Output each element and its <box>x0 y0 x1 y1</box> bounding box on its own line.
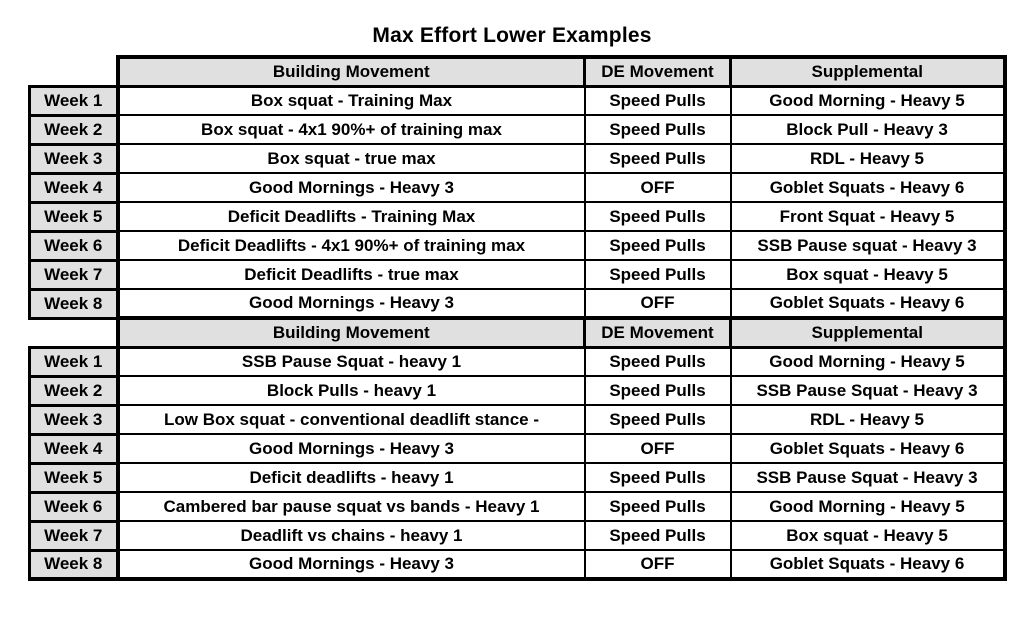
building-movement-cell: Deficit deadlifts - heavy 1 <box>115 462 586 493</box>
de-movement-cell: Speed Pulls <box>583 404 732 435</box>
max-effort-lower-table: Building Movement DE Movement Supplement… <box>28 55 1007 581</box>
week-label-cell: Week 8 <box>28 548 119 581</box>
de-movement-cell: Speed Pulls <box>583 85 732 116</box>
table-row: Week 5 Deficit Deadlifts - Training Max … <box>28 200 1007 233</box>
week-label-cell: Week 4 <box>28 432 119 465</box>
de-movement-cell: Speed Pulls <box>583 462 732 493</box>
de-movement-cell: Speed Pulls <box>583 375 732 406</box>
table-row: Week 2 Box squat - 4x1 90%+ of training … <box>28 113 1007 146</box>
week-label-cell: Week 2 <box>28 374 119 407</box>
table-row: Week 2 Block Pulls - heavy 1 Speed Pulls… <box>28 374 1007 407</box>
week-label-cell: Week 2 <box>28 113 119 146</box>
supplemental-cell: SSB Pause squat - Heavy 3 <box>729 230 1007 261</box>
de-movement-cell: Speed Pulls <box>583 346 732 377</box>
supplemental-cell: Goblet Squats - Heavy 6 <box>729 433 1007 464</box>
table-row: Week 7 Deficit Deadlifts - true max Spee… <box>28 258 1007 291</box>
header-row: Building Movement DE Movement Supplement… <box>30 316 1007 349</box>
supplemental-cell: RDL - Heavy 5 <box>729 404 1007 435</box>
building-movement-cell: Deadlift vs chains - heavy 1 <box>115 520 586 551</box>
table-row: Week 6 Cambered bar pause squat vs bands… <box>28 490 1007 523</box>
supplemental-cell: Goblet Squats - Heavy 6 <box>729 172 1007 203</box>
building-movement-cell: Low Box squat - conventional deadlift st… <box>115 404 586 435</box>
column-header-building-movement: Building Movement <box>115 55 586 88</box>
building-movement-cell: Good Mornings - Heavy 3 <box>115 172 586 203</box>
supplemental-cell: Good Morning - Heavy 5 <box>729 491 1007 522</box>
week-label-cell: Week 5 <box>28 461 119 494</box>
table-body: Building Movement DE Movement Supplement… <box>28 55 1007 581</box>
column-header-de-movement: DE Movement <box>583 316 732 349</box>
week-label-cell: Week 4 <box>28 171 119 204</box>
table-row: Week 8 Good Mornings - Heavy 3 OFF Goble… <box>28 287 1007 320</box>
supplemental-cell: Front Squat - Heavy 5 <box>729 201 1007 232</box>
de-movement-cell: OFF <box>583 288 732 319</box>
column-header-de-movement: DE Movement <box>583 55 732 88</box>
column-header-building-movement: Building Movement <box>115 316 586 349</box>
building-movement-cell: Box squat - true max <box>115 143 586 174</box>
de-movement-cell: OFF <box>583 172 732 203</box>
building-movement-cell: Deficit Deadlifts - 4x1 90%+ of training… <box>115 230 586 261</box>
supplemental-cell: Goblet Squats - Heavy 6 <box>729 549 1007 581</box>
building-movement-cell: Deficit Deadlifts - Training Max <box>115 201 586 232</box>
building-movement-cell: Good Mornings - Heavy 3 <box>115 433 586 464</box>
week-label-cell: Week 5 <box>28 200 119 233</box>
week-label-cell: Week 7 <box>28 258 119 291</box>
supplemental-cell: RDL - Heavy 5 <box>729 143 1007 174</box>
corner-spacer-cell <box>30 57 118 86</box>
building-movement-cell: SSB Pause Squat - heavy 1 <box>115 346 586 377</box>
table-row: Week 5 Deficit deadlifts - heavy 1 Speed… <box>28 461 1007 494</box>
building-movement-cell: Good Mornings - Heavy 3 <box>115 549 586 581</box>
building-movement-cell: Good Mornings - Heavy 3 <box>115 288 586 319</box>
table-row: Week 6 Deficit Deadlifts - 4x1 90%+ of t… <box>28 229 1007 262</box>
de-movement-cell: Speed Pulls <box>583 520 732 551</box>
supplemental-cell: SSB Pause Squat - Heavy 3 <box>729 375 1007 406</box>
table-row: Week 3 Box squat - true max Speed Pulls … <box>28 142 1007 175</box>
de-movement-cell: OFF <box>583 433 732 464</box>
building-movement-cell: Deficit Deadlifts - true max <box>115 259 586 290</box>
column-header-supplemental: Supplemental <box>729 55 1007 88</box>
de-movement-cell: Speed Pulls <box>583 491 732 522</box>
week-label-cell: Week 1 <box>28 84 119 117</box>
supplemental-cell: Box squat - Heavy 5 <box>729 259 1007 290</box>
table-row: Week 1 Box squat - Training Max Speed Pu… <box>28 84 1007 117</box>
table-row: Week 7 Deadlift vs chains - heavy 1 Spee… <box>28 519 1007 552</box>
building-movement-cell: Box squat - Training Max <box>115 85 586 116</box>
supplemental-cell: Box squat - Heavy 5 <box>729 520 1007 551</box>
week-label-cell: Week 3 <box>28 403 119 436</box>
building-movement-cell: Block Pulls - heavy 1 <box>115 375 586 406</box>
building-movement-cell: Cambered bar pause squat vs bands - Heav… <box>115 491 586 522</box>
supplemental-cell: SSB Pause Squat - Heavy 3 <box>729 462 1007 493</box>
page-title: Max Effort Lower Examples <box>372 24 652 47</box>
de-movement-cell: Speed Pulls <box>583 114 732 145</box>
week-label-cell: Week 6 <box>28 490 119 523</box>
de-movement-cell: Speed Pulls <box>583 230 732 261</box>
week-label-cell: Week 3 <box>28 142 119 175</box>
header-row: Building Movement DE Movement Supplement… <box>30 55 1007 88</box>
de-movement-cell: Speed Pulls <box>583 201 732 232</box>
table-row: Week 4 Good Mornings - Heavy 3 OFF Goble… <box>28 171 1007 204</box>
supplemental-cell: Good Morning - Heavy 5 <box>729 346 1007 377</box>
table-row: Week 1 SSB Pause Squat - heavy 1 Speed P… <box>28 345 1007 378</box>
week-label-cell: Week 8 <box>28 287 119 320</box>
table-row: Week 8 Good Mornings - Heavy 3 OFF Goble… <box>28 548 1007 581</box>
corner-spacer-cell <box>30 318 118 347</box>
week-label-cell: Week 6 <box>28 229 119 262</box>
week-label-cell: Week 1 <box>28 345 119 378</box>
supplemental-cell: Good Morning - Heavy 5 <box>729 85 1007 116</box>
de-movement-cell: Speed Pulls <box>583 143 732 174</box>
supplemental-cell: Block Pull - Heavy 3 <box>729 114 1007 145</box>
building-movement-cell: Box squat - 4x1 90%+ of training max <box>115 114 586 145</box>
de-movement-cell: OFF <box>583 549 732 581</box>
supplemental-cell: Goblet Squats - Heavy 6 <box>729 288 1007 319</box>
de-movement-cell: Speed Pulls <box>583 259 732 290</box>
column-header-supplemental: Supplemental <box>729 316 1007 349</box>
week-label-cell: Week 7 <box>28 519 119 552</box>
table-row: Week 3 Low Box squat - conventional dead… <box>28 403 1007 436</box>
table-row: Week 4 Good Mornings - Heavy 3 OFF Goble… <box>28 432 1007 465</box>
